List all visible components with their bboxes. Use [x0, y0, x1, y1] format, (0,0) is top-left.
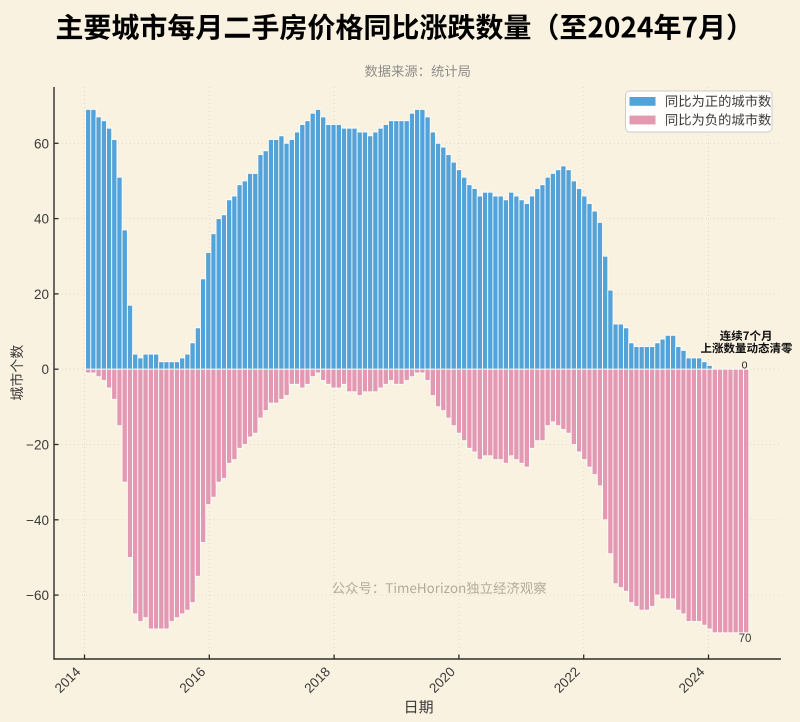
svg-text:−20: −20 [26, 438, 49, 453]
svg-text:40: 40 [34, 212, 49, 227]
svg-text:70: 70 [739, 633, 752, 645]
svg-text:0: 0 [742, 360, 748, 372]
svg-text:0: 0 [41, 362, 49, 377]
svg-text:60: 60 [34, 136, 49, 151]
svg-text:−40: −40 [26, 513, 49, 528]
svg-text:20: 20 [34, 287, 49, 302]
svg-text:−60: −60 [26, 588, 49, 603]
